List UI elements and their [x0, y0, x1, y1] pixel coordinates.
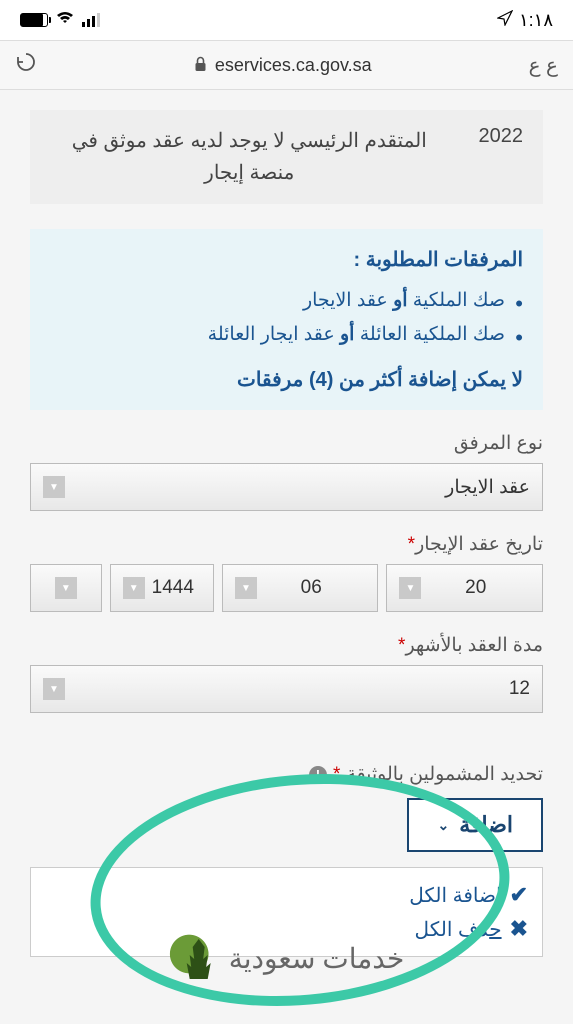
attachments-limit: لا يمكن إضافة أكثر من (4) مرفقات: [50, 367, 523, 392]
attachment-item: صك الملكية العائلة أو عقد ايجار العائلة: [50, 318, 505, 352]
chevron-down-icon: ▼: [399, 577, 421, 599]
x-icon: ✖: [510, 916, 528, 942]
url-bar[interactable]: eservices.ca.gov.sa: [52, 55, 514, 76]
attachment-type-field: نوع المرفق عقد الايجار ▼: [30, 432, 543, 511]
date-selects: 20 ▼ 06 ▼ 1444 ▼ ▼: [30, 564, 543, 612]
attachment-type-select[interactable]: عقد الايجار ▼: [30, 463, 543, 511]
location-icon: [497, 10, 513, 31]
add-all-option[interactable]: ✔ اضافة الكل: [45, 878, 528, 912]
covered-persons-label: تحديد المشمولين بالوثيقة* !: [309, 763, 543, 786]
status-bar: ١:١٨: [0, 0, 573, 40]
extra-select[interactable]: ▼: [30, 564, 102, 612]
attachment-item: صك الملكية أو عقد الايجار: [50, 284, 505, 318]
attachments-box: المرفقات المطلوبة : صك الملكية أو عقد ال…: [30, 229, 543, 410]
chevron-down-icon: ▼: [235, 577, 257, 599]
check-icon: ✔: [510, 882, 528, 908]
wifi-icon: [56, 11, 74, 30]
info-message: المتقدم الرئيسي لا يوجد لديه عقد موثق في…: [50, 125, 449, 189]
delete-all-option[interactable]: ✖ حذف الكل: [45, 912, 528, 946]
year-select[interactable]: 1444 ▼: [110, 564, 214, 612]
chevron-down-icon: ▼: [55, 577, 77, 599]
attachment-type-value: عقد الايجار: [445, 476, 530, 499]
status-right: ١:١٨: [497, 10, 553, 31]
add-button[interactable]: اضافة ⌄: [407, 798, 543, 852]
attachments-list: صك الملكية أو عقد الايجار صك الملكية الع…: [50, 284, 523, 352]
status-info-box: 2022 المتقدم الرئيسي لا يوجد لديه عقد مو…: [30, 110, 543, 204]
day-select[interactable]: 20 ▼: [386, 564, 543, 612]
duration-value: 12: [509, 678, 530, 700]
chevron-down-icon: ▼: [43, 678, 65, 700]
chevron-down-icon: ▼: [43, 476, 65, 498]
signal-icon: [82, 13, 100, 27]
browser-bar: eservices.ca.gov.sa ع ع: [0, 40, 573, 90]
attachment-type-label: نوع المرفق: [30, 432, 543, 455]
info-year: 2022: [479, 125, 524, 189]
url-text: eservices.ca.gov.sa: [215, 55, 372, 76]
page-content: 2022 المتقدم الرئيسي لا يوجد لديه عقد مو…: [0, 90, 573, 977]
covered-persons-section: تحديد المشمولين بالوثيقة* ! اضافة ⌄ ✔ اض…: [30, 763, 543, 957]
lock-icon: [194, 56, 207, 75]
duration-select[interactable]: 12 ▼: [30, 665, 543, 713]
chevron-down-icon: ⌄: [437, 817, 449, 834]
status-left: [20, 11, 100, 30]
bulk-options: ✔ اضافة الكل ✖ حذف الكل: [30, 867, 543, 957]
reader-button[interactable]: ع ع: [529, 53, 558, 78]
duration-label: مدة العقد بالأشهر*: [30, 634, 543, 657]
attachments-title: المرفقات المطلوبة :: [50, 247, 523, 272]
refresh-icon[interactable]: [15, 51, 37, 79]
lease-date-label: تاريخ عقد الإيجار*: [30, 533, 543, 556]
month-select[interactable]: 06 ▼: [222, 564, 379, 612]
chevron-down-icon: ▼: [123, 577, 145, 599]
clock-time: ١:١٨: [519, 10, 553, 31]
battery-icon: [20, 13, 48, 27]
lease-date-field: تاريخ عقد الإيجار* 20 ▼ 06 ▼ 1444 ▼ ▼: [30, 533, 543, 612]
info-icon[interactable]: !: [309, 766, 327, 784]
duration-field: مدة العقد بالأشهر* 12 ▼: [30, 634, 543, 713]
